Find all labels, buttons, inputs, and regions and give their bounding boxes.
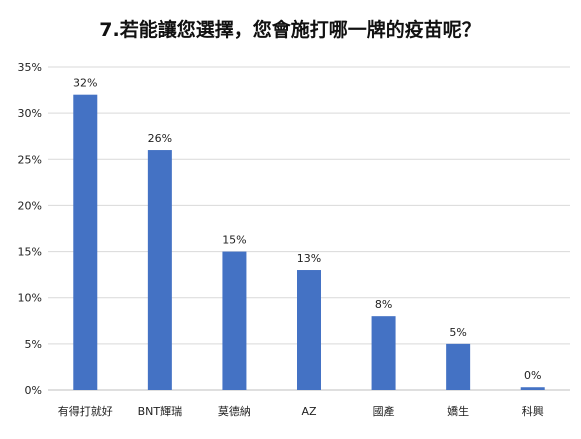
bar <box>147 150 172 390</box>
x-tick-label: 國產 <box>373 404 395 418</box>
data-label: 0% <box>524 369 541 382</box>
y-tick-label: 5% <box>25 338 42 351</box>
data-labels: 32% 26% 15% 13% 8% 5% 0% <box>73 77 541 383</box>
data-label: 8% <box>375 298 392 311</box>
y-tick-label: 20% <box>18 199 42 212</box>
x-tick-label: 有得打就好 <box>58 404 113 418</box>
x-axis: 有得打就好 BNT輝瑞 莫德納 AZ 國產 嬌生 科興 <box>58 404 544 418</box>
bar <box>73 94 98 390</box>
data-label: 13% <box>297 252 321 265</box>
data-label: 15% <box>222 234 246 247</box>
y-axis: 0% 5% 10% 15% 20% 25% 30% 35% <box>18 61 42 397</box>
x-tick-label: BNT輝瑞 <box>138 404 183 418</box>
y-tick-label: 25% <box>18 153 42 166</box>
bar <box>222 251 247 390</box>
y-tick-label: 0% <box>25 384 42 397</box>
data-label: 26% <box>148 132 172 145</box>
bars <box>73 94 545 390</box>
x-tick-label: 莫德納 <box>218 404 251 418</box>
bar <box>520 387 545 390</box>
x-tick-label: 嬌生 <box>447 404 469 418</box>
bar <box>297 270 321 390</box>
x-tick-label: AZ <box>301 405 317 418</box>
y-tick-label: 10% <box>18 292 42 305</box>
data-label: 5% <box>449 326 466 339</box>
x-tick-label: 科興 <box>522 404 544 418</box>
bar <box>446 343 471 390</box>
y-tick-label: 35% <box>18 61 42 74</box>
y-tick-label: 15% <box>18 246 42 259</box>
y-tick-label: 30% <box>18 107 42 120</box>
chart-title: 7.若能讓您選擇，您會施打哪一牌的疫苗呢？ <box>99 18 480 41</box>
bar <box>371 316 396 390</box>
data-label: 32% <box>73 77 97 90</box>
